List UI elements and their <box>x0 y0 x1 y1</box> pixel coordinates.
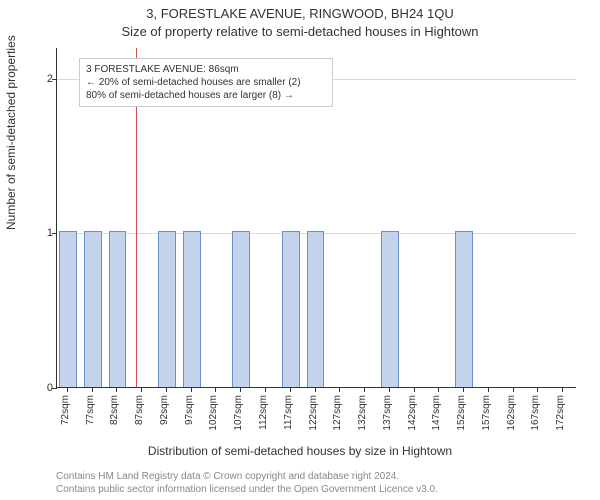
x-tick-label: 92sqm <box>159 395 170 425</box>
x-tick-label: 102sqm <box>208 395 219 431</box>
x-tick-label: 137sqm <box>382 395 393 431</box>
annotation-line: ← 20% of semi-detached houses are smalle… <box>86 76 326 89</box>
annotation-box: 3 FORESTLAKE AVENUE: 86sqm← 20% of semi-… <box>79 58 333 107</box>
bar <box>381 231 399 387</box>
x-tick-label: 82sqm <box>109 395 120 425</box>
x-tick-label: 172sqm <box>555 395 566 431</box>
x-tick-label: 147sqm <box>431 395 442 431</box>
bar <box>183 231 201 387</box>
x-axis-label: Distribution of semi-detached houses by … <box>0 444 600 458</box>
footer-line-2: Contains public sector information licen… <box>56 483 438 496</box>
chart-title-main: 3, FORESTLAKE AVENUE, RINGWOOD, BH24 1QU <box>0 6 600 21</box>
x-tick-label: 152sqm <box>456 395 467 431</box>
x-tick-label: 97sqm <box>184 395 195 425</box>
footer-attribution: Contains HM Land Registry data © Crown c… <box>56 470 438 496</box>
plot-area: 01272sqm77sqm82sqm87sqm92sqm97sqm102sqm1… <box>56 48 576 388</box>
x-tick-label: 122sqm <box>308 395 319 431</box>
bar <box>158 231 176 387</box>
y-tick-label: 1 <box>39 227 53 239</box>
x-tick-label: 162sqm <box>506 395 517 431</box>
x-tick-label: 72sqm <box>60 395 71 425</box>
bar <box>282 231 300 387</box>
x-tick-label: 107sqm <box>233 395 244 431</box>
annotation-line: 3 FORESTLAKE AVENUE: 86sqm <box>86 63 326 76</box>
bar <box>84 231 102 387</box>
bar <box>232 231 250 387</box>
chart-root: 3, FORESTLAKE AVENUE, RINGWOOD, BH24 1QU… <box>0 0 600 500</box>
x-tick-label: 77sqm <box>85 395 96 425</box>
annotation-line: 80% of semi-detached houses are larger (… <box>86 89 326 102</box>
x-tick-label: 127sqm <box>332 395 343 431</box>
x-tick-label: 112sqm <box>258 395 269 430</box>
chart-title-sub: Size of property relative to semi-detach… <box>0 24 600 39</box>
x-tick-label: 142sqm <box>407 395 418 431</box>
x-tick-label: 117sqm <box>283 395 294 430</box>
y-axis-label: Number of semi-detached properties <box>4 35 18 230</box>
y-tick-label: 2 <box>39 73 53 85</box>
bar <box>307 231 325 387</box>
bar <box>455 231 473 387</box>
y-tick-label: 0 <box>39 382 53 394</box>
bar <box>109 231 127 387</box>
footer-line-1: Contains HM Land Registry data © Crown c… <box>56 470 438 483</box>
bar <box>59 231 77 387</box>
x-tick-label: 132sqm <box>357 395 368 431</box>
x-tick-label: 157sqm <box>481 395 492 431</box>
x-tick-label: 167sqm <box>530 395 541 431</box>
x-tick-label: 87sqm <box>134 395 145 425</box>
